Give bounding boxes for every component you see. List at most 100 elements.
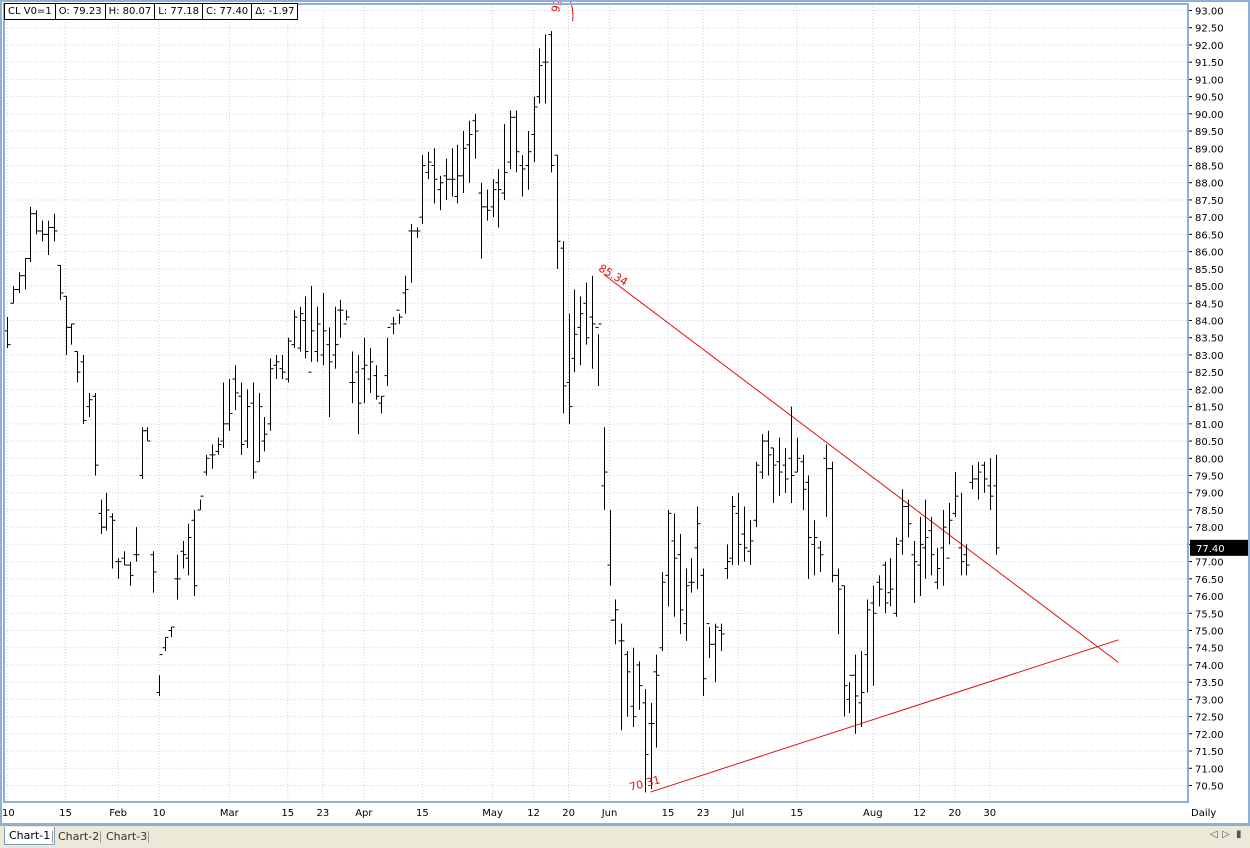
window-frame — [0, 0, 1250, 825]
ohlc-bar — [536, 48, 543, 104]
ohlc-bar — [144, 427, 151, 442]
high-value: H: 80.07 — [104, 3, 156, 20]
ohlc-bar — [273, 354, 280, 380]
tab-separator — [148, 831, 149, 843]
ohlc-bar — [180, 540, 187, 569]
tab-chart-1[interactable]: Chart-1 — [4, 827, 56, 845]
ohlc-bar — [156, 654, 163, 696]
x-tick-label: 15 — [662, 808, 675, 819]
y-tick-label: 80.50 — [1195, 437, 1224, 448]
y-tick-label: 89.00 — [1195, 144, 1224, 155]
y-tick-label: 80.00 — [1195, 454, 1224, 465]
ohlc-bar — [431, 148, 438, 204]
price-axis[interactable]: 93.00 92.50 92.00 91.50 91.00 90.50 90.00 89.50… — [1188, 7, 1248, 793]
tab-scroll-handle-icon[interactable]: ▮ — [1236, 829, 1242, 840]
ohlc-bar — [507, 110, 514, 169]
y-tick-label: 81.50 — [1195, 403, 1224, 414]
y-tick-label: 82.50 — [1195, 368, 1224, 379]
ohlc-bar — [326, 327, 333, 417]
ohlc-bar — [846, 674, 853, 714]
ohlc-bar — [109, 513, 116, 569]
y-tick-label: 72.00 — [1195, 730, 1224, 741]
annotations: 92.75 85.34 70.31 — [549, 0, 662, 794]
ohlc-bar — [209, 444, 216, 469]
ohlc-bar — [589, 275, 596, 369]
chart-area[interactable]: 92.75 85.34 70.31 93.00 92.50 92.00 91.50 91.0… — [0, 0, 1250, 825]
ohlc-bar — [729, 496, 736, 566]
ohlc-bar — [378, 395, 385, 414]
y-tick-label: 86.50 — [1195, 230, 1224, 241]
ohlc-chart[interactable]: 92.75 85.34 70.31 93.00 92.50 92.00 91.50 91.0… — [0, 0, 1250, 825]
y-tick-label: 86.00 — [1195, 248, 1224, 259]
ohlc-bar — [969, 465, 976, 490]
y-tick-label: 91.00 — [1195, 75, 1224, 86]
ohlc-bar — [560, 241, 567, 414]
y-tick-label: 79.50 — [1195, 472, 1224, 483]
ohlc-bar — [115, 558, 122, 579]
x-tick-label: 20 — [562, 808, 575, 819]
last-price-label: 77.40 — [1196, 544, 1225, 555]
ohlc-bar — [68, 323, 75, 345]
ohlc-bar — [191, 509, 198, 597]
change-value: Δ: -1.97 — [251, 3, 299, 20]
ohlc-bar — [320, 292, 327, 366]
ohlc-bar — [858, 651, 865, 727]
ohlc-bar — [220, 382, 227, 448]
ohlc-bar — [150, 551, 157, 593]
ohlc-bar — [478, 182, 485, 259]
tab-chart-2[interactable]: Chart-2 — [58, 830, 100, 843]
ohlc-bar — [425, 151, 432, 180]
trendlines[interactable] — [603, 273, 1119, 793]
ohlc-bar — [57, 264, 64, 300]
ohlc-bar — [876, 575, 883, 607]
ohlc-bar — [601, 427, 608, 510]
x-tick-label: Jul — [731, 808, 744, 819]
x-tick-label: 20 — [948, 808, 961, 819]
ohlc-bar — [121, 551, 128, 566]
ohlc-bar — [741, 506, 748, 562]
ohlc-bar — [279, 354, 286, 380]
ohlc-bar — [887, 558, 894, 607]
scroll-left-icon[interactable]: ◁ — [1210, 829, 1218, 840]
ohlc-bar — [759, 434, 766, 479]
ohlc-bar — [414, 227, 421, 238]
ohlc-bar — [490, 179, 497, 218]
tab-chart-3[interactable]: Chart-3 — [106, 830, 148, 843]
ohlc-bar — [648, 702, 655, 789]
ohlc-bar — [571, 289, 578, 373]
ohlc-bar — [788, 406, 795, 504]
symbol-label: CL V0=1 — [4, 3, 56, 20]
y-tick-label: 78.50 — [1195, 506, 1224, 517]
ohlc-bar — [168, 626, 175, 638]
ohlc-bar — [250, 382, 257, 479]
ohlc-bar — [782, 447, 789, 493]
ohlc-bar — [811, 520, 818, 576]
x-tick-label: 12 — [913, 808, 926, 819]
ohlc-bar — [337, 299, 344, 338]
ohlc-bar — [952, 472, 959, 517]
ohlc-bar — [940, 509, 947, 586]
ohlc-bar — [86, 392, 93, 417]
y-tick-label: 83.00 — [1195, 351, 1224, 362]
ohlc-bar — [718, 623, 725, 652]
time-axis[interactable]: '10 15 Feb 10 Mar 15 23 Apr 15 May 12 20 Jun 15 23 Jul 1… — [0, 808, 1216, 819]
ohlc-bar — [566, 313, 573, 424]
x-tick-label: Jun — [601, 808, 618, 819]
ohlc-bar — [162, 636, 169, 652]
y-tick-label: 91.50 — [1195, 58, 1224, 69]
scroll-right-icon[interactable]: ▷ — [1222, 829, 1230, 840]
x-tick-label: Feb — [109, 808, 127, 819]
ohlc-bar — [174, 554, 181, 600]
ohlc-bar — [612, 599, 619, 645]
ohlc-bar — [332, 306, 339, 369]
price-annotation: 92.75 — [549, 0, 570, 14]
ohlc-bar — [893, 537, 900, 617]
ohlc-bar — [63, 295, 70, 355]
ohlc-bar — [244, 389, 251, 448]
ohlc-bar — [197, 495, 204, 511]
ohlc-bar — [203, 454, 210, 476]
y-tick-label: 87.00 — [1195, 213, 1224, 224]
ohlc-bar — [963, 544, 970, 576]
y-tick-label: 85.50 — [1195, 265, 1224, 276]
ohlc-bar — [706, 623, 713, 659]
